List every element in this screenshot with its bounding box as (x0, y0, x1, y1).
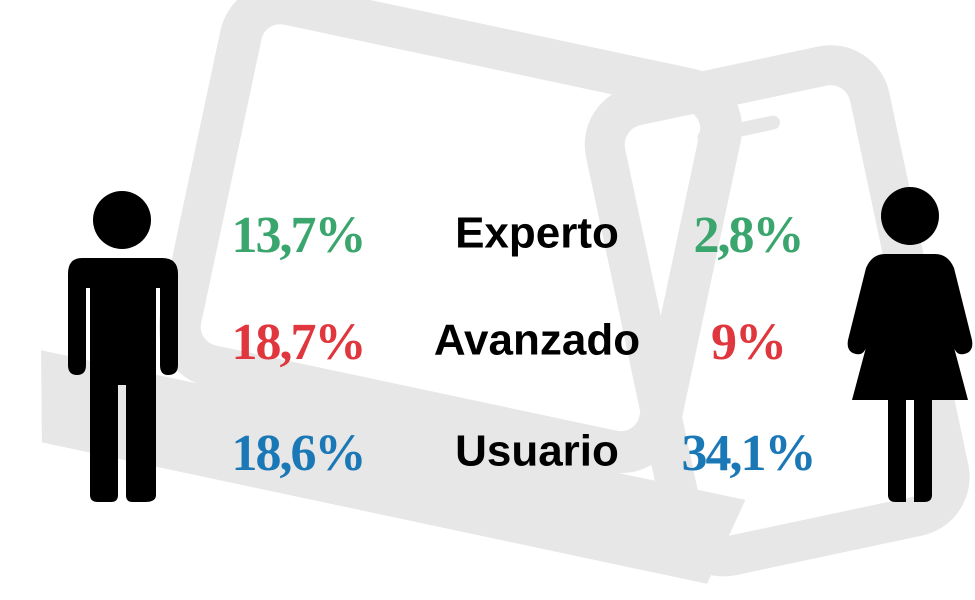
men-percentage: 18,6% (232, 425, 365, 482)
women-percentage: 9% (711, 314, 785, 371)
level-label: Usuario (455, 427, 619, 476)
women-percentage: 34,1% (682, 425, 815, 482)
woman-icon (847, 187, 973, 502)
women-percentage: 2,8% (694, 207, 803, 264)
men-percentage: 13,7% (232, 207, 365, 264)
men-percentage: 18,7% (232, 314, 365, 371)
background-devices (41, 0, 970, 584)
level-label: Experto (455, 209, 619, 258)
rows: 13,7% Experto 2,8% 18,7% Avanzado 9% 18,6% Usua… (232, 207, 817, 482)
man-icon (68, 191, 178, 502)
level-label: Avanzado (434, 316, 640, 365)
